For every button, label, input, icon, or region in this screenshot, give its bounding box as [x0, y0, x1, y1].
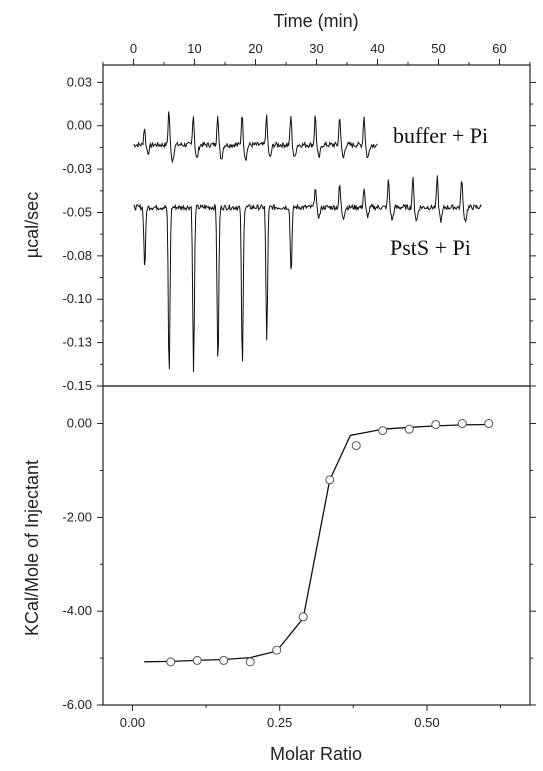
top-series [133, 111, 482, 373]
data-point [272, 645, 282, 655]
top-y-tick-label: -0.13 [62, 335, 92, 350]
bottom-ticks: 0.00 0.25 0.50 0.00 -2.00 -4.00 -6.00 [62, 416, 536, 730]
bottom-series [144, 419, 494, 667]
top-panel: 0 10 20 30 40 50 60 0.03 0.00 -0.03 -0.05 -0.08 -0.1… [22, 11, 536, 393]
bottom-y-tick-label: -2.00 [62, 509, 92, 524]
bottom-x-tick-label: 0.50 [414, 715, 439, 730]
top-y-axis-title: µcal/sec [22, 192, 42, 258]
top-x-tick-label: 60 [492, 41, 506, 56]
thermogram-line-1 [133, 111, 378, 164]
annotation-buffer-pi: buffer + Pi [393, 123, 488, 148]
bottom-y-tick-label: -6.00 [62, 697, 92, 712]
bottom-panel: 0.00 0.25 0.50 0.00 -2.00 -4.00 -6.00 Molar Ra… [22, 385, 536, 764]
data-point [245, 657, 255, 667]
top-x-tick-label: 30 [309, 41, 323, 56]
bottom-y-tick-label: 0.00 [67, 416, 92, 431]
bottom-y-axis-title: KCal/Mole of Injectant [22, 460, 42, 636]
bottom-x-tick-label: 0.25 [267, 715, 292, 730]
data-point [378, 426, 388, 436]
annotation-psts-pi: PstS + Pi [390, 235, 471, 260]
top-y-tick-label: -0.10 [62, 291, 92, 306]
top-x-axis-title: Time (min) [273, 11, 358, 31]
data-point [351, 441, 361, 451]
top-y-tick-label: -0.15 [62, 378, 92, 393]
data-point [166, 657, 176, 667]
bottom-plot-frame [102, 385, 531, 706]
data-point [404, 424, 414, 434]
top-y-tick-label: -0.08 [62, 248, 92, 263]
top-x-tick-label: 40 [370, 41, 384, 56]
bottom-y-tick-label: -4.00 [62, 603, 92, 618]
top-y-tick-label: -0.05 [62, 204, 92, 219]
data-point [192, 655, 202, 665]
data-point [484, 419, 494, 429]
fit-curve [144, 423, 489, 663]
top-y-tick-label: 0.03 [67, 74, 92, 89]
top-x-tick-label: 10 [187, 41, 201, 56]
top-y-tick-label: 0.00 [67, 118, 92, 133]
data-point [298, 612, 308, 622]
data-point [219, 655, 229, 665]
data-point [457, 419, 467, 429]
bottom-x-axis-title: Molar Ratio [270, 744, 362, 764]
top-x-tick-label: 0 [130, 41, 137, 56]
bottom-x-tick-label: 0.00 [120, 715, 145, 730]
top-x-tick-label: 50 [431, 41, 445, 56]
top-y-tick-label: -0.03 [62, 161, 92, 176]
thermogram-line-2 [133, 175, 482, 373]
top-ticks: 0 10 20 30 40 50 60 0.03 0.00 -0.03 -0.05 -0.08 -0.1… [62, 41, 536, 393]
data-point [431, 419, 441, 429]
top-x-tick-label: 20 [248, 41, 262, 56]
data-point [325, 475, 335, 485]
